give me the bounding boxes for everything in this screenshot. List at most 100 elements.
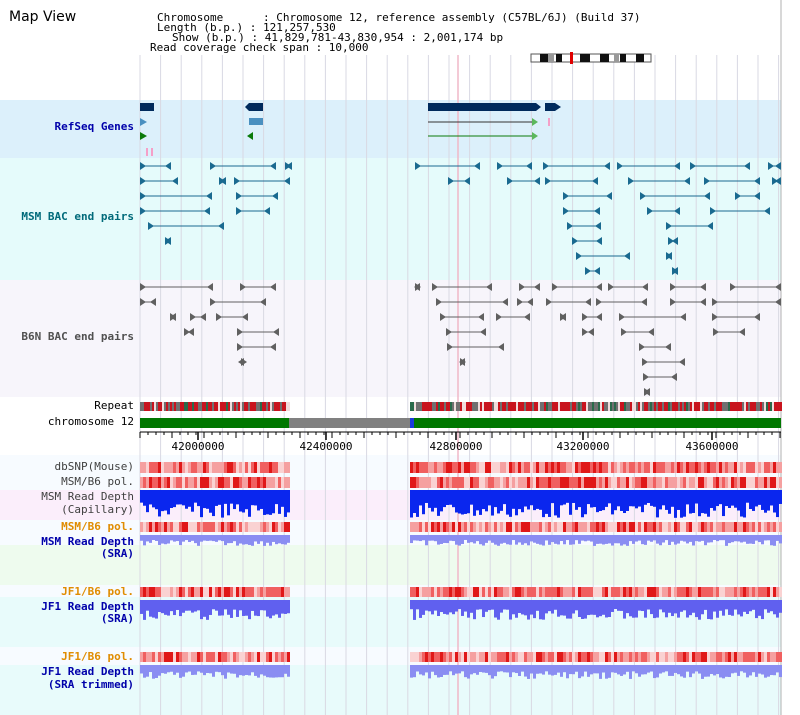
msm-pol-bar: [506, 477, 509, 488]
jf1-pol-bar: [662, 587, 665, 597]
msm-sra-pol-bar: [494, 522, 497, 532]
jf1-sra-depth: [755, 600, 758, 619]
msm-sra-pol-bar: [257, 522, 260, 532]
b6n-bac-pair-end: [240, 283, 246, 291]
dbsnp-bar: [503, 462, 506, 473]
jf1-trim-pol-bar: [155, 652, 158, 662]
dbsnp-bar: [458, 462, 461, 473]
msm-sra-pol-bar: [443, 522, 446, 532]
jf1-sra-depth: [167, 600, 170, 616]
jf1-trim-pol-bar: [239, 652, 242, 662]
dbsnp-bar: [260, 462, 263, 473]
jf1-sra-depth: [284, 600, 287, 614]
msm-sra-pol-bar: [599, 522, 602, 532]
msm-capillary-depth: [428, 490, 431, 508]
msm-pol-bar: [755, 477, 758, 488]
repeat-element: [608, 402, 610, 411]
jf1-pol-bar: [644, 587, 647, 597]
msm-pol-bar: [677, 477, 680, 488]
dbsnp-bar: [437, 462, 440, 473]
msm-sra-pol-bar: [485, 522, 488, 532]
msm-sra-pol-bar: [479, 522, 482, 532]
msm-pol-bar: [662, 477, 665, 488]
msm-pol-bar: [458, 477, 461, 488]
repeat-element: [142, 402, 144, 411]
repeat-element: [536, 402, 538, 411]
jf1-trim-pol-bar: [248, 652, 251, 662]
msm-sra-depth: [230, 535, 233, 544]
msm-sra-depth: [539, 535, 542, 545]
msm-sra-depth: [659, 535, 662, 546]
b6n-bac-pair-end: [680, 313, 686, 321]
msm-capillary-depth: [443, 490, 446, 508]
jf1-sra-depth: [569, 600, 572, 619]
jf1-pol-bar: [560, 587, 563, 597]
msm-pol-bar: [635, 477, 638, 488]
repeat-element: [212, 402, 214, 411]
msm-pol-bar: [443, 477, 446, 488]
jf1-trim-depth: [590, 665, 593, 675]
msm-sra-depth: [155, 535, 158, 541]
repeat-element: [642, 402, 644, 411]
msm-pol-bar: [164, 477, 167, 488]
msm-capillary-depth: [647, 490, 650, 504]
jf1-trim-pol-bar: [410, 652, 413, 662]
msm-sra-depth: [266, 535, 269, 543]
jf1-trim-depth: [242, 665, 245, 676]
jf1-trim-pol-bar: [671, 652, 674, 662]
dbsnp-bar: [275, 462, 278, 473]
repeat-element: [428, 402, 430, 411]
dbsnp-bar: [515, 462, 518, 473]
gene-block: [545, 103, 555, 111]
repeat-element: [516, 402, 518, 411]
repeat-element: [258, 402, 260, 411]
jf1-sra-depth: [455, 600, 458, 612]
repeat-element: [440, 402, 442, 411]
jf1-trim-pol-bar: [575, 652, 578, 662]
msm-sra-depth: [209, 535, 212, 541]
msm-capillary-depth: [473, 490, 476, 516]
repeat-element: [576, 402, 578, 411]
msm-sra-depth: [425, 535, 428, 546]
repeat-element: [466, 402, 468, 411]
jf1-pol-bar: [713, 587, 716, 597]
gene-exon: [249, 118, 263, 125]
msm-pol-bar: [269, 477, 272, 488]
repeat-element: [720, 402, 722, 411]
repeat-element: [172, 402, 174, 411]
msm-sra-pol-bar: [260, 522, 263, 532]
jf1-pol-bar: [422, 587, 425, 597]
jf1-sra-depth: [677, 600, 680, 618]
jf1-trim-pol-bar: [167, 652, 170, 662]
jf1-sra-depth: [425, 600, 428, 611]
dbsnp-bar: [521, 462, 524, 473]
track-label-msm-depth-sra: MSM Read Depth: [41, 535, 134, 548]
msm-sra-depth: [206, 535, 209, 541]
msm-pol-bar: [719, 477, 722, 488]
msm-sra-pol-bar: [458, 522, 461, 532]
jf1-trim-pol-bar: [776, 652, 779, 662]
jf1-trim-pol-bar: [761, 652, 764, 662]
dbsnp-bar: [746, 462, 749, 473]
msm-capillary-depth: [713, 490, 716, 511]
b6n-bac-pair-end: [534, 283, 540, 291]
msm-pol-bar: [647, 477, 650, 488]
jf1-pol-bar: [551, 587, 554, 597]
jf1-trim-pol-bar: [584, 652, 587, 662]
dbsnp-bar: [176, 462, 179, 473]
jf1-trim-pol-bar: [254, 652, 257, 662]
dbsnp-bar: [488, 462, 491, 473]
msm-sra-pol-bar: [563, 522, 566, 532]
repeat-element: [744, 402, 746, 411]
msm-capillary-depth: [248, 490, 251, 517]
msm-sra-depth: [761, 535, 764, 545]
track-label-jf1-depth-sra: JF1 Read Depth: [41, 600, 134, 613]
msm-sra-pol-bar: [185, 522, 188, 532]
jf1-trim-depth: [536, 665, 539, 674]
msm-capillary-depth: [482, 490, 485, 510]
jf1-trim-depth: [683, 665, 686, 678]
dbsnp-bar: [485, 462, 488, 473]
msm-pol-bar: [140, 477, 143, 488]
jf1-trim-depth: [689, 665, 692, 678]
dbsnp-bar: [518, 462, 521, 473]
